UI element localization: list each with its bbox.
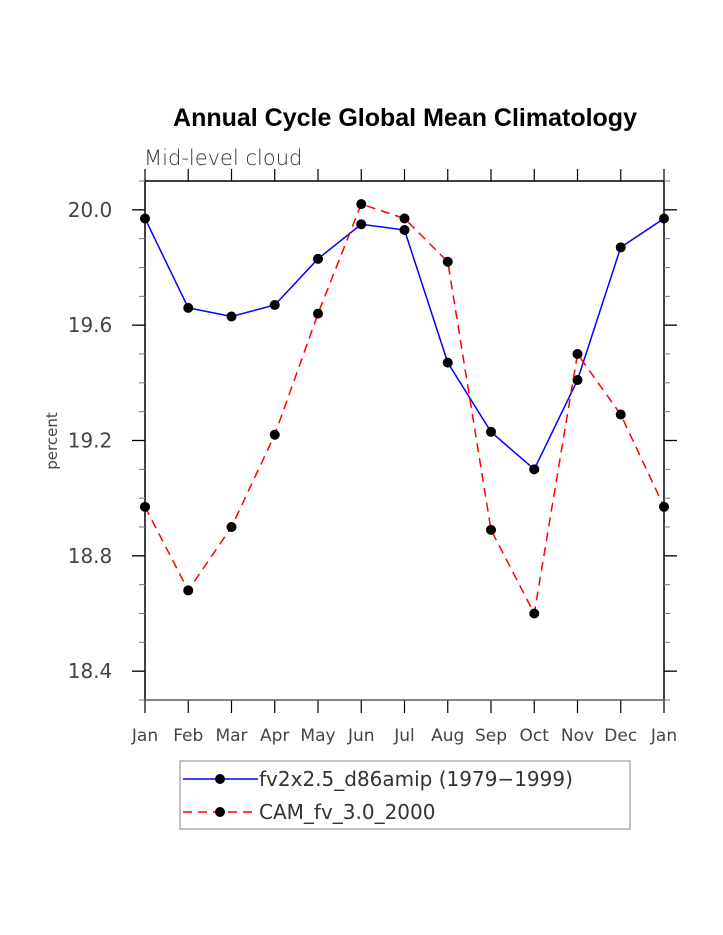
data-point <box>486 426 496 437</box>
data-point <box>659 213 669 224</box>
x-tick-label: Jan <box>650 726 677 746</box>
data-point <box>529 608 540 619</box>
data-point <box>442 256 453 267</box>
data-point <box>572 349 583 359</box>
series-1 <box>140 199 669 619</box>
data-point <box>269 429 280 440</box>
y-tick-label: 19.6 <box>68 313 113 337</box>
data-point <box>183 302 194 313</box>
data-point <box>399 213 410 224</box>
data-point <box>399 225 410 236</box>
data-point <box>442 357 453 368</box>
x-tick-label: Apr <box>260 726 289 746</box>
data-point <box>659 501 669 512</box>
y-tick-label: 18.4 <box>68 659 113 683</box>
series-0 <box>140 213 669 475</box>
data-point <box>140 501 150 512</box>
y-axis-label: percent <box>43 412 61 470</box>
x-tick-label: May <box>300 726 335 746</box>
legend-marker <box>215 774 225 784</box>
data-point <box>529 464 540 475</box>
x-tick-label: Oct <box>520 726 550 746</box>
series-layer <box>140 199 669 619</box>
series-line <box>144 203 665 616</box>
data-point <box>356 219 367 230</box>
chart-title: Annual Cycle Global Mean Climatology <box>173 104 637 132</box>
x-tick-label: Feb <box>173 726 203 746</box>
x-tick-label: Jan <box>131 726 158 746</box>
x-tick-label: Jul <box>393 726 415 746</box>
axes: Jan Feb Mar Apr May Jun Jul Aug Sep Oct Nov Dec Jan 1… <box>68 169 677 746</box>
x-tick-label: Sep <box>475 726 507 746</box>
data-point <box>226 522 237 532</box>
data-point <box>313 253 323 264</box>
legend-marker <box>215 807 225 817</box>
series-line <box>144 217 665 471</box>
data-point <box>615 409 626 420</box>
y-tick-label: 19.2 <box>68 429 113 453</box>
data-point <box>486 524 496 535</box>
data-point <box>572 374 583 385</box>
x-tick-label: Dec <box>604 726 637 746</box>
plot-frame <box>144 180 665 701</box>
y-tick-label: 18.8 <box>68 544 113 568</box>
chart-subtitle: Mid-level cloud <box>144 146 302 170</box>
data-point <box>313 308 323 319</box>
legend-box <box>179 760 631 830</box>
x-tick-label: Mar <box>215 726 247 746</box>
x-tick-label: Nov <box>561 726 594 746</box>
data-point <box>183 585 194 596</box>
data-point <box>226 311 237 322</box>
legend-label: CAM_fv_3.0_2000 <box>259 800 435 824</box>
data-point <box>140 213 150 224</box>
data-point <box>356 199 367 210</box>
data-point <box>615 242 626 253</box>
data-point <box>269 299 280 310</box>
x-tick-label: Aug <box>431 726 464 746</box>
legend: fv2x2.5_d86amip (1979−1999) CAM_fv_3.0_20… <box>179 760 631 830</box>
x-tick-label: Jun <box>347 726 375 746</box>
legend-label: fv2x2.5_d86amip (1979−1999) <box>259 767 573 791</box>
y-tick-label: 20.0 <box>68 198 113 222</box>
